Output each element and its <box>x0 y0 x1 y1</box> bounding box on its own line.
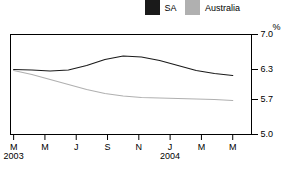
svg-text:2004: 2004 <box>160 151 180 161</box>
svg-text:J: J <box>74 142 79 152</box>
svg-text:6.3: 6.3 <box>261 64 274 74</box>
svg-text:7.0: 7.0 <box>261 29 274 39</box>
html-text:SA: SA <box>164 2 177 13</box>
svg-text:M: M <box>9 141 18 152</box>
svg-text:5.7: 5.7 <box>261 94 274 104</box>
svg-text:5.0: 5.0 <box>261 129 274 139</box>
svg-text:M: M <box>198 142 206 152</box>
svg-text:%: % <box>272 22 280 32</box>
svg-text:S: S <box>105 142 111 152</box>
svg-text:N: N <box>136 142 143 152</box>
svg-text:J: J <box>167 141 173 152</box>
svg-text:M: M <box>41 142 49 152</box>
html-text:Australia: Australia <box>205 2 240 13</box>
svg-text:M: M <box>229 142 237 152</box>
svg-text:2003: 2003 <box>4 151 24 161</box>
